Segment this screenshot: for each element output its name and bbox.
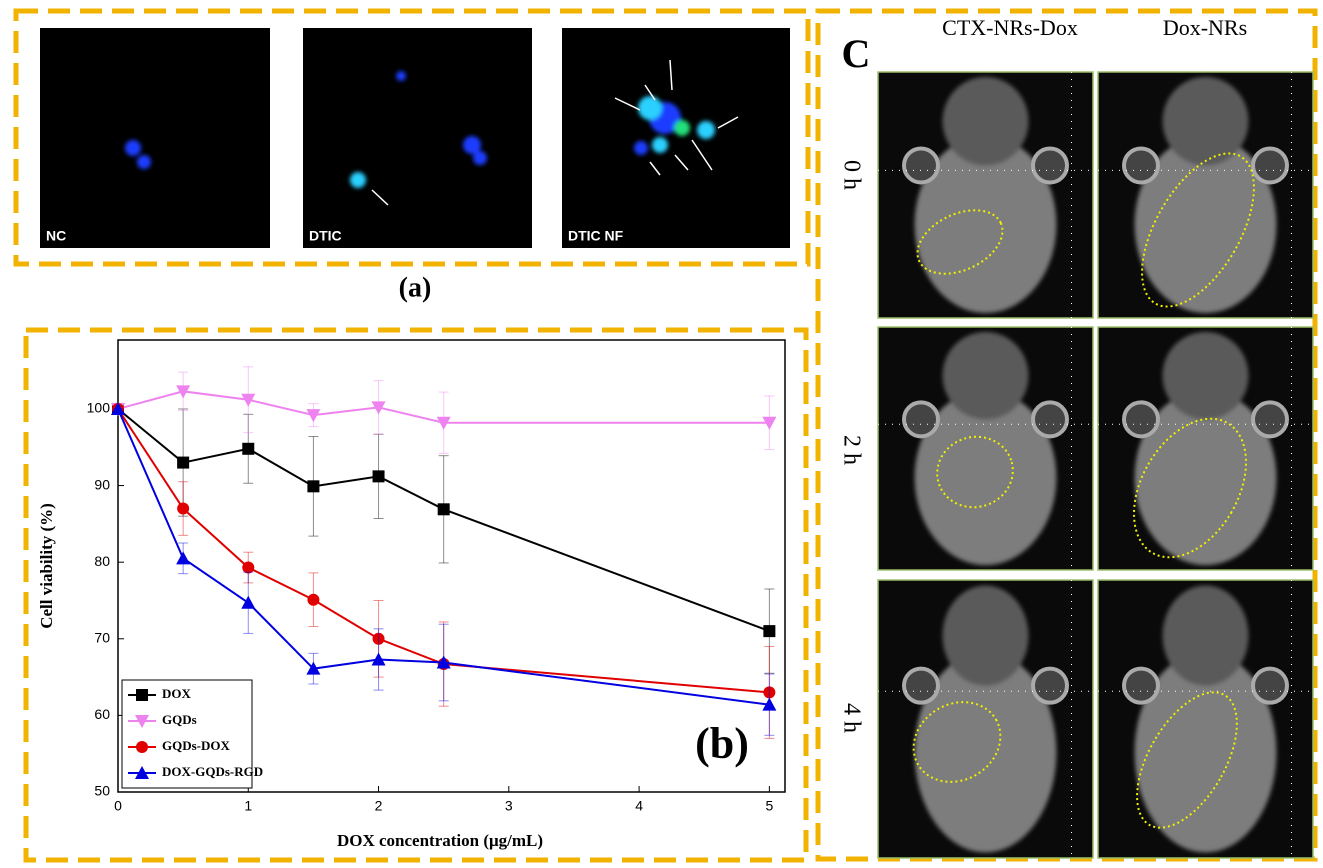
y-tick-label: 100	[87, 400, 111, 416]
eye	[1033, 402, 1067, 436]
micro-image	[40, 28, 270, 248]
head	[1163, 586, 1249, 686]
eye	[1124, 402, 1158, 436]
x-tick-label: 2	[375, 798, 383, 814]
figure: NC DTIC DTIC NF (a) C CTX-NRs-Dox Dox-NR…	[0, 0, 1323, 868]
image-label: NC	[46, 228, 66, 244]
image-label: DTIC	[309, 228, 342, 244]
row-label: 4 h	[838, 703, 864, 733]
legend-label: GQDs-DOX	[162, 738, 231, 753]
point	[373, 470, 385, 482]
x-tick-label: 1	[244, 798, 252, 814]
x-axis-label: DOX concentration (μg/mL)	[337, 831, 543, 850]
panel-caption: (a)	[399, 272, 432, 303]
eye	[1124, 669, 1158, 703]
row-label: 2 h	[838, 435, 864, 465]
y-tick-label: 80	[94, 553, 110, 569]
annotation: (b)	[695, 719, 749, 768]
y-tick-label: 60	[94, 706, 110, 722]
eye	[1253, 669, 1287, 703]
eye	[1253, 402, 1287, 436]
legend-marker	[136, 689, 148, 701]
mri-grid	[878, 72, 1313, 858]
panel-c: C CTX-NRs-Dox Dox-NRs 0 h 2 h 4 h	[838, 15, 1313, 858]
eye	[904, 148, 938, 182]
legend-label: DOX	[162, 686, 192, 701]
panel-label: C	[842, 31, 871, 76]
column-header: Dox-NRs	[1163, 15, 1247, 40]
head	[943, 332, 1029, 419]
y-tick-label: 70	[94, 629, 110, 645]
legend-marker	[136, 741, 148, 753]
point	[307, 594, 319, 606]
point	[177, 457, 189, 469]
y-axis-label: Cell viability (%)	[37, 503, 56, 629]
eye	[904, 402, 938, 436]
legend-label: DOX-GQDs-RGD	[162, 764, 263, 779]
micro-image	[303, 28, 532, 248]
y-tick-label: 50	[94, 783, 110, 799]
legend-label: GQDs	[162, 712, 197, 727]
legend: DOX GQDs GQDs-DOX DOX-GQDs-RGD	[122, 680, 263, 788]
image-label: DTIC NF	[568, 228, 624, 244]
point	[177, 503, 189, 515]
x-tick-label: 0	[114, 798, 122, 814]
y-tick-label: 90	[94, 476, 110, 492]
chart: (b) DOX concentration (μg/mL) Cell viabi…	[37, 340, 785, 850]
point	[438, 503, 450, 515]
point	[306, 409, 320, 422]
page: {"panel_a": {"images": [{"label": "NC"},…	[0, 0, 1323, 868]
point	[242, 443, 254, 455]
x-tick-label: 5	[765, 798, 773, 814]
head	[943, 77, 1029, 166]
point	[763, 625, 775, 637]
head	[1163, 77, 1249, 166]
column-header: CTX-NRs-Dox	[942, 15, 1078, 40]
eye	[1253, 148, 1287, 182]
head	[943, 586, 1029, 686]
head	[1163, 332, 1249, 419]
x-tick-label: 4	[635, 798, 643, 814]
eye	[1124, 148, 1158, 182]
row-label: 0 h	[838, 160, 864, 190]
point	[241, 596, 255, 609]
point	[307, 480, 319, 492]
point	[176, 551, 190, 564]
eye	[1033, 669, 1067, 703]
x-tick-label: 3	[505, 798, 513, 814]
eye	[904, 669, 938, 703]
eye	[1033, 148, 1067, 182]
micro-image	[562, 28, 790, 248]
